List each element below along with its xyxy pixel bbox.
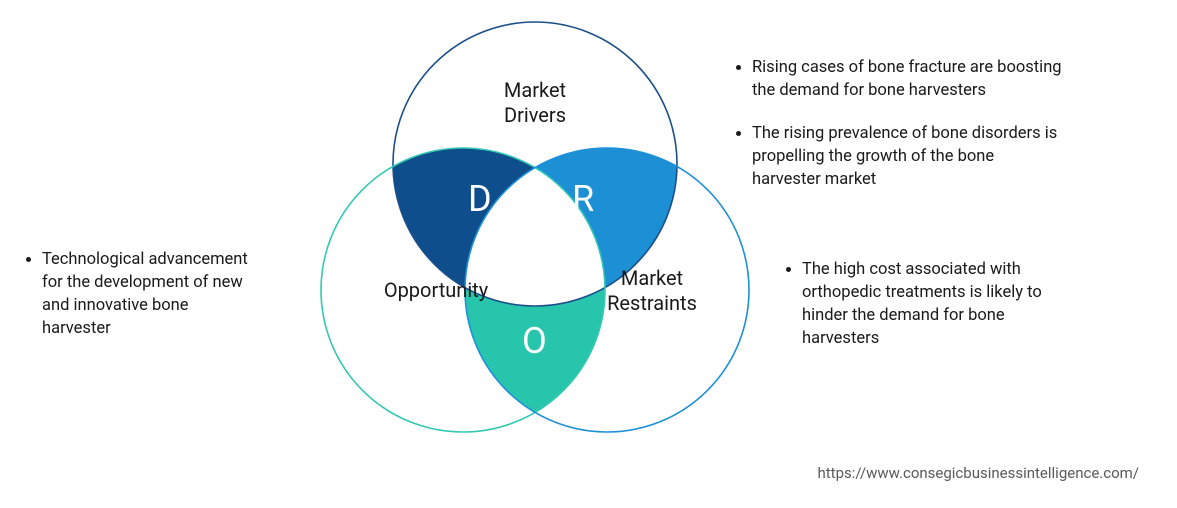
list-item: Technological advancement for the develo… — [42, 248, 260, 340]
list-item: The high cost associated with orthopedic… — [802, 258, 1080, 350]
list-item: The rising prevalence of bone disorders … — [752, 122, 1065, 191]
bullets-restraints: The high cost associated with orthopedic… — [780, 258, 1080, 370]
label-restraints: MarketRestraints — [592, 266, 712, 316]
bullets-drivers: Rising cases of bone fracture are boosti… — [730, 56, 1065, 211]
letter-r: R — [572, 178, 594, 220]
letter-o: O — [522, 320, 547, 362]
list-item: Rising cases of bone fracture are boosti… — [752, 56, 1065, 102]
venn-diagram: MarketDrivers Opportunity MarketRestrain… — [310, 10, 760, 460]
letter-d: D — [468, 178, 492, 220]
label-drivers-line1: MarketDrivers — [504, 78, 566, 127]
label-drivers: MarketDrivers — [465, 78, 605, 128]
footer-url: https://www.consegicbusinessintelligence… — [818, 464, 1140, 482]
label-restraints-text: MarketRestraints — [607, 266, 697, 315]
label-opportunity: Opportunity — [366, 278, 506, 303]
bullets-opportunity: Technological advancement for the develo… — [20, 248, 260, 360]
